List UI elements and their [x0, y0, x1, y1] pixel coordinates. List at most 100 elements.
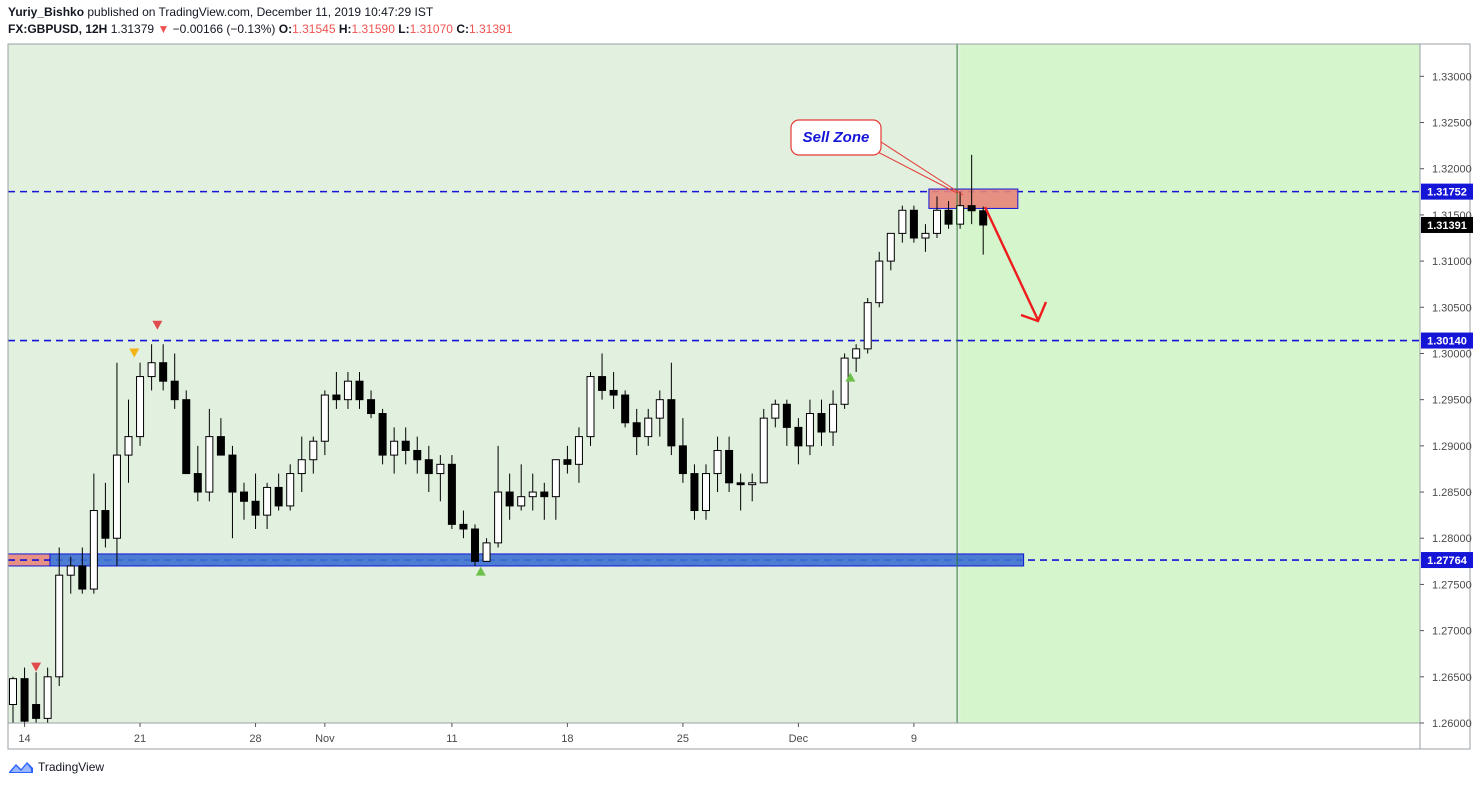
- candle[interactable]: [759, 408, 768, 484]
- candle[interactable]: [505, 473, 514, 520]
- candle[interactable]: [632, 408, 641, 456]
- candle[interactable]: [482, 538, 491, 562]
- candle[interactable]: [609, 371, 618, 409]
- candle[interactable]: [817, 399, 826, 446]
- candle[interactable]: [355, 371, 364, 409]
- candle[interactable]: [263, 482, 272, 529]
- candle[interactable]: [886, 232, 895, 271]
- candle[interactable]: [471, 524, 479, 566]
- candle[interactable]: [367, 390, 376, 419]
- symbol-info: FX:GBPUSD, 12H 1.31379 ▼ −0.00166 (−0.13…: [8, 22, 512, 36]
- candle[interactable]: [147, 344, 156, 391]
- candle[interactable]: [66, 556, 75, 594]
- candle[interactable]: [713, 436, 722, 493]
- candle[interactable]: [459, 510, 468, 539]
- candle[interactable]: [979, 206, 988, 255]
- tradingview-brand[interactable]: TradingView: [38, 760, 105, 774]
- candle[interactable]: [216, 418, 225, 456]
- candle[interactable]: [563, 445, 572, 474]
- candle[interactable]: [863, 298, 872, 354]
- candle[interactable]: [297, 436, 306, 493]
- candle[interactable]: [401, 427, 410, 465]
- candle[interactable]: [528, 473, 537, 511]
- candle-body-up: [112, 454, 121, 539]
- candle[interactable]: [944, 201, 953, 229]
- candle[interactable]: [447, 455, 456, 529]
- candle[interactable]: [586, 371, 595, 446]
- candle[interactable]: [771, 399, 780, 428]
- candle[interactable]: [898, 205, 907, 243]
- candle[interactable]: [805, 399, 814, 456]
- candle[interactable]: [124, 399, 133, 483]
- candle[interactable]: [667, 362, 676, 456]
- candle-body-down: [401, 440, 410, 451]
- candle[interactable]: [390, 427, 399, 474]
- candle[interactable]: [43, 667, 52, 723]
- candle[interactable]: [621, 390, 630, 428]
- candle[interactable]: [228, 445, 237, 539]
- candle[interactable]: [320, 390, 329, 456]
- candle[interactable]: [436, 455, 445, 502]
- down-arrow-drawing[interactable]: [983, 206, 1048, 323]
- candle[interactable]: [9, 676, 17, 723]
- candle[interactable]: [20, 667, 29, 725]
- candle[interactable]: [540, 482, 549, 520]
- candle[interactable]: [343, 371, 352, 409]
- candle[interactable]: [794, 418, 803, 465]
- candle[interactable]: [309, 436, 318, 474]
- candle[interactable]: [852, 344, 861, 372]
- candle[interactable]: [89, 473, 98, 594]
- candle[interactable]: [205, 408, 214, 502]
- candle[interactable]: [967, 154, 976, 225]
- down-triangle-marker: [31, 662, 42, 672]
- candle[interactable]: [55, 547, 64, 687]
- candle[interactable]: [782, 399, 791, 446]
- candle[interactable]: [251, 473, 260, 529]
- candle[interactable]: [101, 482, 110, 548]
- sell-zone-callout[interactable]: Sell Zone: [790, 119, 964, 196]
- candle[interactable]: [240, 482, 248, 520]
- candle[interactable]: [921, 224, 930, 252]
- candle[interactable]: [424, 445, 433, 493]
- candle[interactable]: [517, 464, 526, 511]
- candle-body-down: [182, 399, 191, 475]
- candle[interactable]: [32, 672, 41, 723]
- candle[interactable]: [182, 390, 191, 475]
- candle[interactable]: [193, 445, 202, 502]
- candle[interactable]: [574, 427, 583, 483]
- candle[interactable]: [494, 445, 503, 548]
- candle-body-up: [933, 209, 941, 234]
- candle[interactable]: [748, 473, 757, 502]
- candle[interactable]: [598, 353, 607, 400]
- candle[interactable]: [378, 408, 387, 465]
- author-name[interactable]: Yuriy_Bishko: [8, 5, 85, 19]
- buy-zone[interactable]: [49, 553, 1025, 567]
- y-tick-label: 1.29000: [1432, 441, 1472, 453]
- candle[interactable]: [736, 473, 745, 511]
- candle[interactable]: [159, 344, 168, 391]
- candle[interactable]: [725, 436, 734, 493]
- candle[interactable]: [690, 464, 699, 520]
- candle[interactable]: [78, 547, 87, 594]
- price-tag: [1421, 552, 1473, 569]
- candle[interactable]: [413, 436, 422, 474]
- candle[interactable]: [551, 459, 560, 520]
- candle[interactable]: [274, 473, 283, 511]
- candle[interactable]: [286, 464, 295, 511]
- candle[interactable]: [136, 362, 145, 446]
- candle[interactable]: [655, 390, 664, 437]
- time-axis[interactable]: 14 21 28 Nov 11 18 25 Dec 9: [8, 722, 1420, 745]
- candle[interactable]: [644, 408, 653, 446]
- candle[interactable]: [678, 418, 687, 483]
- candle[interactable]: [112, 362, 121, 566]
- last-price: 1.31379: [110, 22, 155, 36]
- candle[interactable]: [909, 205, 918, 243]
- candle[interactable]: [332, 371, 341, 409]
- candle[interactable]: [170, 353, 179, 409]
- candle[interactable]: [829, 390, 838, 446]
- candle[interactable]: [875, 251, 884, 308]
- price-axis[interactable]: 1.330001.325001.320001.315001.310001.305…: [1419, 44, 1473, 749]
- candle[interactable]: [933, 196, 941, 238]
- candle[interactable]: [702, 464, 710, 520]
